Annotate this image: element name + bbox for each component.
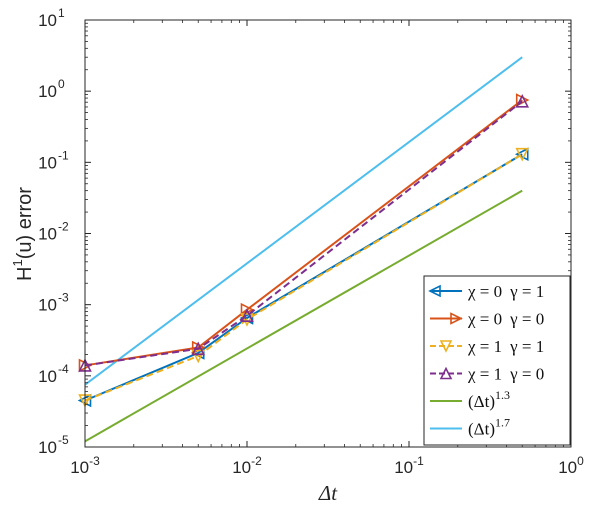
- y-tick-exponent: 1: [58, 6, 65, 20]
- y-tick-label: 10: [38, 153, 57, 172]
- data-point-marker: [514, 147, 529, 162]
- data-point-marker: [439, 366, 453, 380]
- y-tick-label: 10: [38, 11, 57, 30]
- legend-box: [423, 275, 571, 446]
- legend-label: (Δt)1.3: [468, 388, 510, 411]
- data-point-marker: [240, 302, 255, 317]
- data-point-marker: [428, 284, 441, 298]
- data-point-marker: [240, 308, 254, 322]
- x-tick-label: 10-3: [70, 454, 100, 477]
- y-tick-exponent: -4: [58, 362, 69, 376]
- y-tick-label: 10: [38, 225, 57, 244]
- series-lines: [77, 56, 530, 443]
- data-point-marker: [240, 313, 254, 327]
- y-tick-label: 10: [38, 438, 57, 457]
- data-point-marker: [439, 340, 453, 353]
- y-tick-exponent: -5: [58, 433, 69, 447]
- y-axis-label: H1(u) error: [10, 187, 36, 281]
- data-point-marker: [191, 341, 206, 356]
- x-axis-label: Δt: [318, 481, 338, 505]
- series-line: [84, 153, 523, 402]
- y-tick-label: 10: [38, 296, 57, 315]
- data-point-marker: [515, 147, 530, 162]
- y-tick-exponent: 0: [58, 77, 65, 91]
- legend-label: (Δt)1.7: [468, 416, 510, 439]
- y-tick-exponent: -3: [58, 291, 69, 305]
- series-line: [84, 100, 523, 367]
- y-tick-exponent: -1: [58, 148, 69, 162]
- data-point-marker: [191, 349, 206, 364]
- series-line: [84, 189, 523, 443]
- x-tick-label: 10-2: [232, 454, 262, 477]
- series-line: [84, 56, 523, 386]
- x-tick-label: 10-1: [394, 454, 424, 477]
- y-tick-label: 10: [38, 82, 57, 101]
- x-tick-label: 100: [558, 454, 584, 477]
- data-point-marker: [515, 94, 530, 108]
- y-tick-exponent: -2: [58, 220, 69, 234]
- y-tick-label: 10: [38, 367, 57, 386]
- data-point-marker: [450, 312, 463, 325]
